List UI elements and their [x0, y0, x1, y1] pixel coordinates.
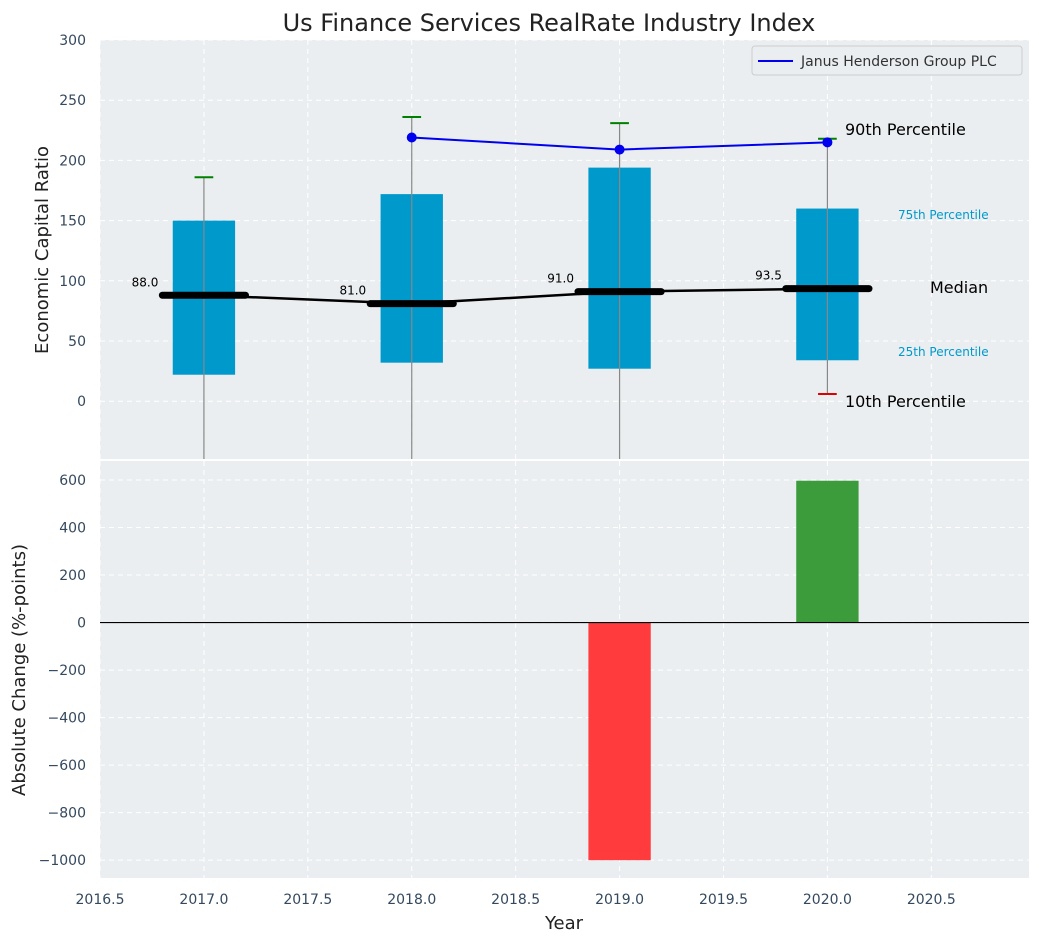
x-tick-label: 2020.5 — [907, 892, 956, 908]
bottom-x-ticks: 2016.5 2017.0 2017.5 2018.0 2018.5 2019.0 2019… — [76, 892, 956, 908]
top-y-tick-label: 250 — [59, 93, 86, 109]
top-panel: 0 50 100 150 200 250 300 88.0 81.0 91.0 93.5 Us F… — [32, 9, 1029, 459]
top-y-tick-label: 50 — [68, 334, 86, 350]
x-tick-label: 2016.5 — [76, 892, 125, 908]
bottom-plot-background — [100, 461, 1029, 878]
bottom-y-tick-label: −400 — [48, 711, 86, 727]
change-bar-2019 — [588, 622, 651, 861]
bottom-y-tick-label: −1000 — [39, 853, 86, 869]
median-label-2020: 93.5 — [755, 269, 782, 283]
top-y-tick-label: 300 — [59, 33, 86, 49]
x-tick-label: 2019.0 — [595, 892, 644, 908]
bottom-y-tick-label: −800 — [48, 806, 86, 822]
bottom-y-axis-label: Absolute Change (%-points) — [9, 544, 30, 796]
x-axis-label: Year — [544, 913, 584, 934]
top-y-tick-label: 200 — [59, 153, 86, 169]
top-y-tick-label: 150 — [59, 214, 86, 230]
top-y-axis-label: Economic Capital Ratio — [32, 146, 53, 354]
median-label-2017: 88.0 — [132, 275, 159, 289]
x-tick-label: 2020.0 — [803, 892, 852, 908]
top-marks: 88.0 81.0 91.0 93.5 — [132, 116, 873, 459]
annotation-90th: 90th Percentile — [845, 120, 966, 139]
legend: Janus Henderson Group PLC — [751, 45, 1023, 76]
median-trend-line — [203, 287, 828, 305]
company-point-2020 — [822, 137, 833, 148]
x-tick-label: 2018.0 — [387, 892, 436, 908]
change-bar-2020 — [796, 480, 859, 623]
bottom-y-tick-label: −600 — [48, 758, 86, 774]
bottom-y-tick-label: 0 — [77, 616, 86, 632]
bottom-marks — [100, 480, 1029, 861]
top-y-tick-label: 0 — [77, 394, 86, 410]
company-point-2018 — [406, 132, 417, 143]
x-tick-label: 2017.5 — [283, 892, 332, 908]
bottom-y-tick-label: 600 — [59, 473, 86, 489]
annotation-25th: 25th Percentile — [898, 345, 989, 359]
bottom-y-ticks: −1000 −800 −600 −400 −200 0 200 400 600 — [39, 473, 86, 869]
legend-box — [751, 45, 1023, 76]
company-point-2019 — [614, 144, 625, 155]
median-label-2018: 81.0 — [339, 284, 366, 298]
x-tick-label: 2017.0 — [179, 892, 228, 908]
annotation-75th: 75th Percentile — [898, 208, 989, 222]
top-y-tick-label: 100 — [59, 274, 86, 290]
median-label-2019: 91.0 — [547, 272, 574, 286]
chart-title: Us Finance Services RealRate Industry In… — [283, 9, 816, 37]
legend-label: Janus Henderson Group PLC — [800, 54, 997, 70]
bottom-y-tick-label: 200 — [59, 568, 86, 584]
x-tick-label: 2018.5 — [491, 892, 540, 908]
bottom-y-tick-label: 400 — [59, 521, 86, 537]
annotation-10th: 10th Percentile — [845, 392, 966, 411]
top-y-ticks: 0 50 100 150 200 250 300 — [59, 33, 86, 410]
annotation-median: Median — [930, 278, 988, 297]
top-plot-background — [100, 40, 1029, 459]
x-tick-label: 2019.5 — [699, 892, 748, 908]
bottom-y-tick-label: −200 — [48, 663, 86, 679]
